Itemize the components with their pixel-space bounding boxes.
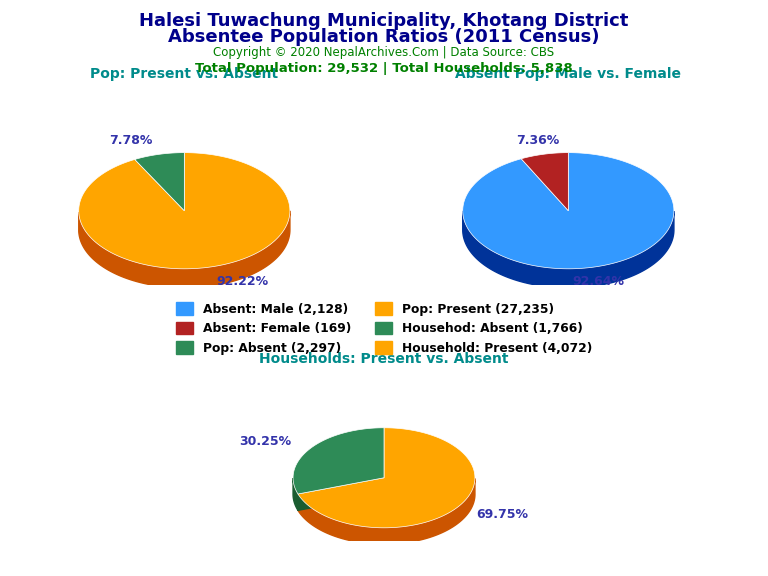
Title: Absent Pop: Male vs. Female: Absent Pop: Male vs. Female xyxy=(455,67,681,81)
Polygon shape xyxy=(463,211,674,288)
Title: Households: Present vs. Absent: Households: Present vs. Absent xyxy=(260,352,508,366)
Text: 69.75%: 69.75% xyxy=(476,507,528,521)
Legend: Absent: Male (2,128), Absent: Female (169), Pop: Absent (2,297), Pop: Present (2: Absent: Male (2,128), Absent: Female (16… xyxy=(176,302,592,354)
Polygon shape xyxy=(79,153,290,269)
Title: Pop: Present vs. Absent: Pop: Present vs. Absent xyxy=(91,67,278,81)
Polygon shape xyxy=(293,428,384,494)
Polygon shape xyxy=(463,153,674,269)
Polygon shape xyxy=(293,478,298,510)
Text: Copyright © 2020 NepalArchives.Com | Data Source: CBS: Copyright © 2020 NepalArchives.Com | Dat… xyxy=(214,46,554,59)
Polygon shape xyxy=(298,478,384,510)
Polygon shape xyxy=(134,153,184,211)
Text: Total Population: 29,532 | Total Households: 5,838: Total Population: 29,532 | Total Househo… xyxy=(195,62,573,75)
Text: 92.22%: 92.22% xyxy=(217,275,268,287)
Text: Absentee Population Ratios (2011 Census): Absentee Population Ratios (2011 Census) xyxy=(168,28,600,46)
Text: 92.64%: 92.64% xyxy=(573,275,624,288)
Polygon shape xyxy=(298,428,475,528)
Polygon shape xyxy=(298,478,384,510)
Text: 7.78%: 7.78% xyxy=(109,134,152,147)
Polygon shape xyxy=(79,211,290,288)
Polygon shape xyxy=(298,479,475,544)
Text: 7.36%: 7.36% xyxy=(516,134,560,146)
Text: 30.25%: 30.25% xyxy=(240,435,292,448)
Polygon shape xyxy=(521,153,568,211)
Text: Halesi Tuwachung Municipality, Khotang District: Halesi Tuwachung Municipality, Khotang D… xyxy=(139,12,629,29)
